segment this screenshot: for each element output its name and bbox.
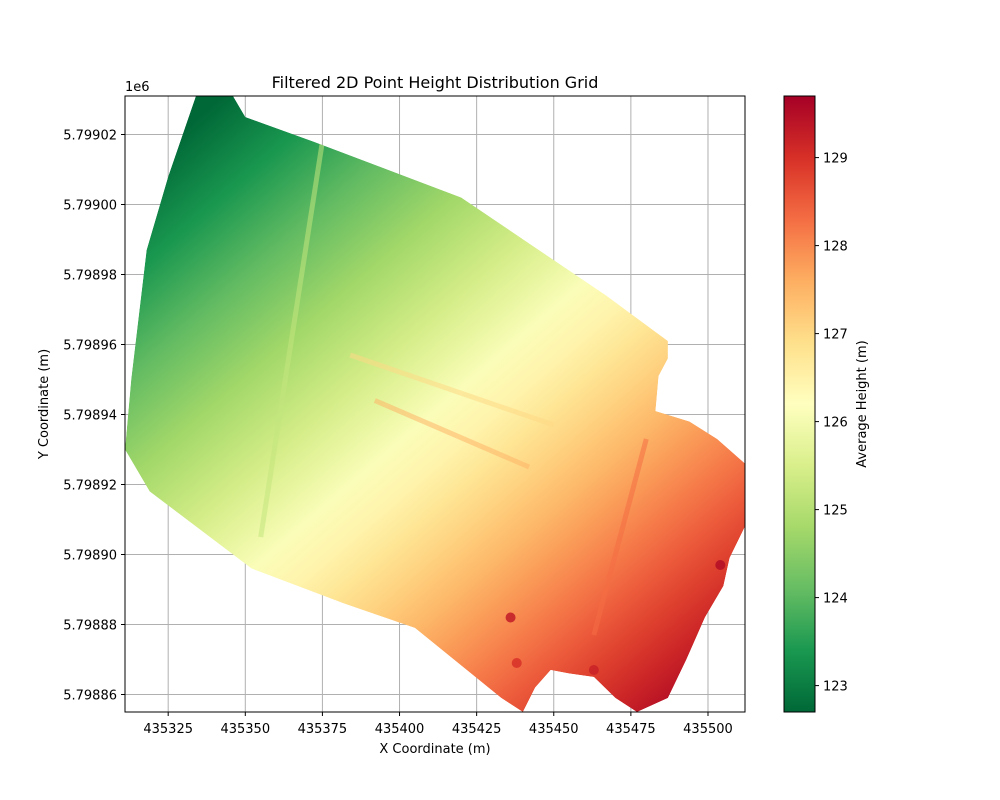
- colorbar-tick-label: 124: [823, 592, 848, 607]
- y-axis-label: Y Coordinate (m): [37, 349, 52, 460]
- x-tick-label: 435425: [452, 722, 502, 737]
- colorbar-tick-label: 126: [823, 416, 848, 431]
- hotspot: [588, 665, 599, 675]
- colorbar-tick-label: 127: [823, 328, 848, 343]
- axes-frame: [124, 95, 746, 713]
- feature-strip: [258, 141, 325, 538]
- y-tick-label: 5.79890: [63, 549, 117, 564]
- colorbar-ticks: 123 124 125 126 127 128 129: [815, 152, 848, 695]
- hotspot: [505, 612, 516, 623]
- y-tick-label: 5.79896: [63, 339, 117, 354]
- colorbar-tick-label: 123: [823, 680, 848, 695]
- height-footprint: [125, 96, 745, 712]
- feature-strip: [373, 398, 531, 470]
- x-axis-label: X Coordinate (m): [379, 742, 490, 757]
- x-tick-label: 435375: [298, 722, 348, 737]
- y-tick-label: 5.79902: [63, 129, 117, 144]
- colorbar-tick-label: 129: [823, 152, 848, 167]
- hotspot: [511, 658, 522, 668]
- x-tick-label: 435325: [143, 722, 193, 737]
- features: [258, 141, 649, 636]
- y-axis-ticks: 5.79886 5.79888 5.79890 5.79892 5.79894 5.798…: [63, 129, 125, 704]
- y-offset-label: 1e6: [125, 80, 150, 95]
- plot-area: [125, 96, 745, 712]
- x-tick-label: 435350: [220, 722, 270, 737]
- hotspots: [505, 560, 726, 675]
- x-tick-label: 435450: [529, 722, 579, 737]
- y-tick-label: 5.79900: [63, 199, 117, 214]
- y-tick-label: 5.79888: [63, 619, 117, 634]
- chart-title: Filtered 2D Point Height Distribution Gr…: [272, 73, 599, 92]
- colorbar-tick-label: 128: [823, 240, 848, 255]
- feature-strip: [591, 438, 649, 636]
- y-tick-label: 5.79894: [63, 409, 117, 424]
- colorbar: [783, 95, 816, 713]
- colorbar-tick-label: 125: [823, 504, 848, 519]
- y-tick-label: 5.79886: [63, 689, 117, 704]
- x-tick-label: 435500: [683, 722, 733, 737]
- y-tick-label: 5.79892: [63, 479, 117, 494]
- x-tick-label: 435400: [375, 722, 425, 737]
- colorbar-label: Average Height (m): [855, 340, 870, 467]
- y-tick-label: 5.79898: [63, 269, 117, 284]
- feature-strip: [349, 352, 555, 428]
- hotspot: [715, 560, 726, 570]
- x-axis-ticks: 435325 435350 435375 435400 435425 435450 4354…: [143, 712, 733, 737]
- x-tick-label: 435475: [606, 722, 656, 737]
